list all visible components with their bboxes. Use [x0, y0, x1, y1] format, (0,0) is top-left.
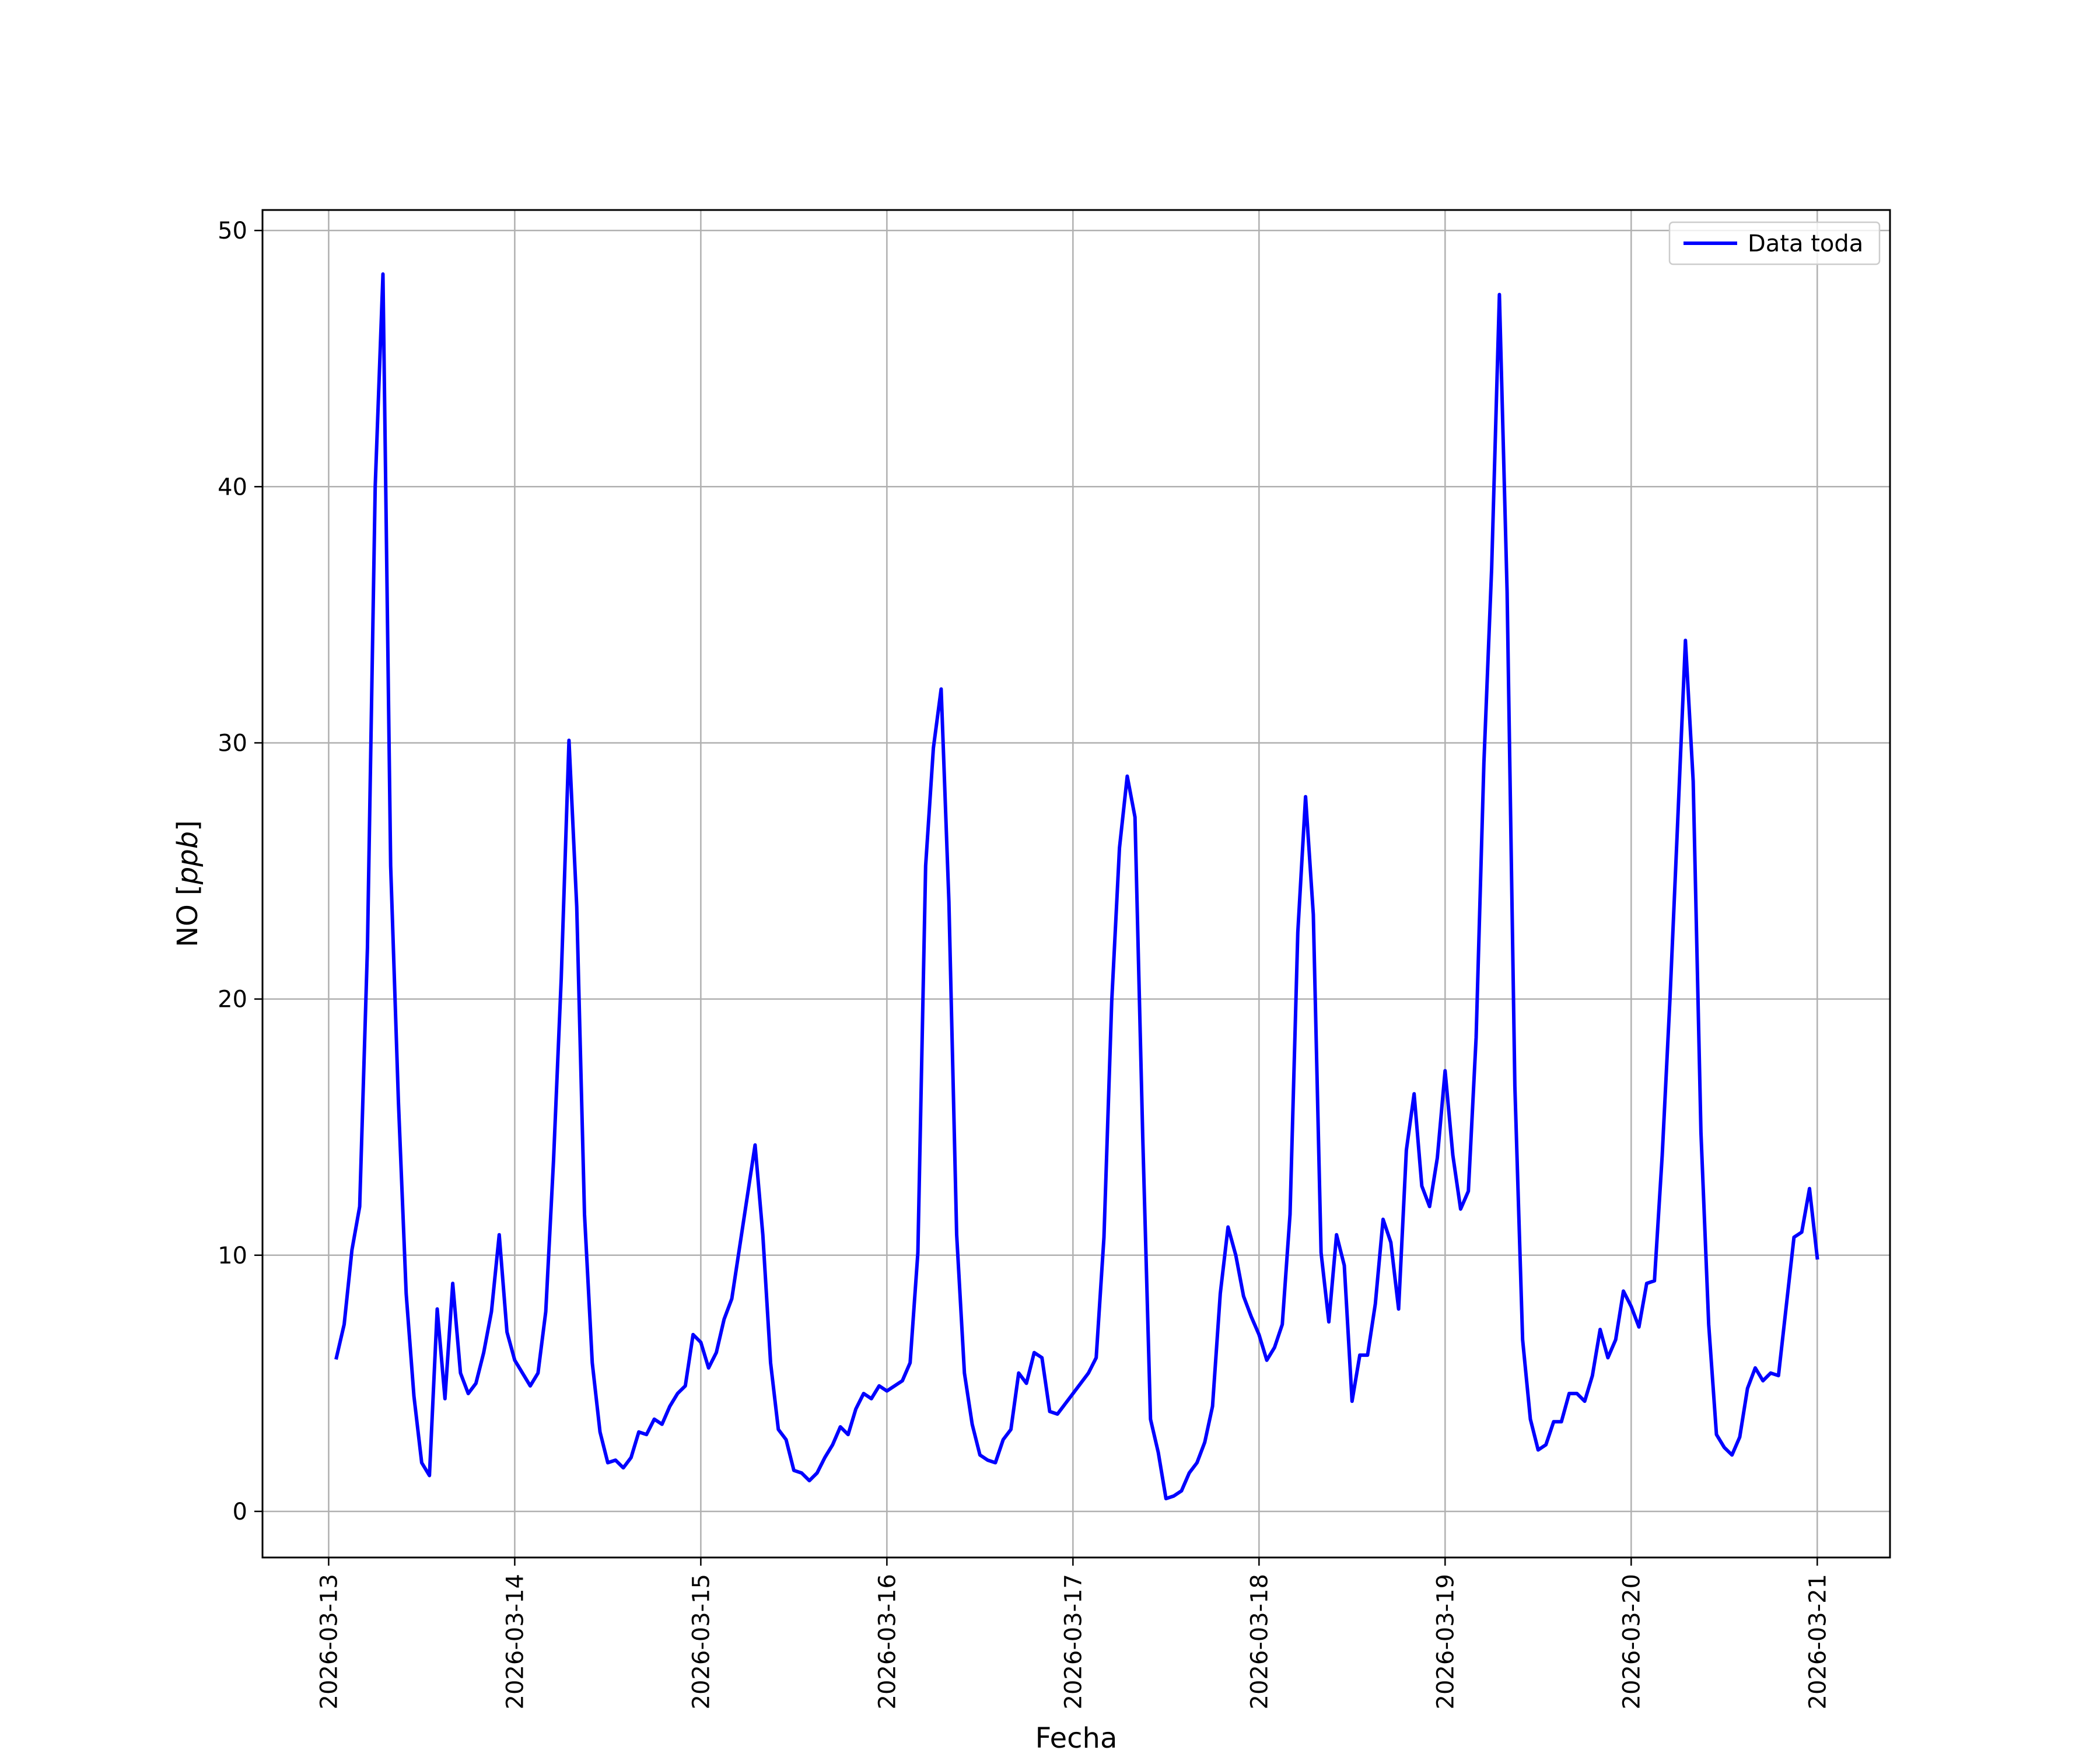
y-axis-label-suffix: ] — [172, 820, 204, 831]
x-tick-label: 2026-03-21 — [1804, 1574, 1831, 1709]
y-tick-label: 50 — [218, 218, 247, 244]
y-tick-label: 40 — [218, 474, 247, 501]
y-axis-label-prefix: NO [ — [172, 884, 204, 947]
x-tick-label: 2026-03-20 — [1618, 1574, 1645, 1709]
x-tick-label: 2026-03-13 — [316, 1574, 342, 1709]
y-axis: 0 10 20 30 40 50 — [218, 218, 262, 1525]
series-line-data-toda — [334, 272, 1819, 1500]
plot-frame — [261, 209, 1891, 1559]
y-axis-label: NO [ppb] — [172, 820, 204, 947]
x-axis: 2026-03-13 2026-03-14 2026-03-15 2026-03-16… — [316, 1558, 1831, 1709]
y-tick-label: 0 — [233, 1499, 247, 1525]
x-tick-label: 2026-03-18 — [1246, 1574, 1273, 1709]
x-axis-label: Fecha — [1035, 1722, 1118, 1750]
y-tick-label: 30 — [218, 730, 247, 757]
y-tick-label: 10 — [218, 1242, 247, 1269]
y-tick-label: 20 — [218, 986, 247, 1013]
legend: Data toda — [1668, 221, 1881, 265]
x-tick-label: 2026-03-15 — [688, 1574, 715, 1709]
grid — [262, 210, 1890, 1558]
x-tick-label: 2026-03-16 — [874, 1574, 901, 1709]
y-axis-label-unit: ppb — [172, 831, 204, 885]
x-tick-label: 2026-03-14 — [502, 1574, 528, 1709]
legend-frame — [1668, 221, 1881, 265]
series-layer — [334, 272, 1819, 1500]
x-tick-label: 2026-03-19 — [1432, 1574, 1459, 1709]
x-tick-label: 2026-03-17 — [1060, 1574, 1087, 1709]
legend-label: Data toda — [1748, 230, 1863, 257]
